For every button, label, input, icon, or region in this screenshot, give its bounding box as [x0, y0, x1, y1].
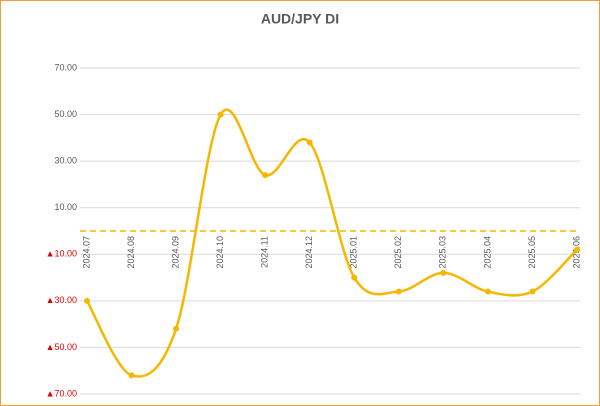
x-tick-label: 2024.08 — [126, 236, 136, 269]
x-tick-label: 2025.01 — [349, 236, 359, 269]
point — [395, 288, 402, 295]
x-tick-label: 2025.04 — [482, 236, 492, 269]
y-tick-label: 10.00 — [54, 202, 77, 212]
x-tick-label: 2024.07 — [81, 236, 91, 269]
point — [351, 274, 358, 281]
point — [484, 288, 491, 295]
point — [84, 297, 90, 304]
y-tick-label: 50.00 — [54, 109, 77, 119]
x-tick-label: 2025.02 — [393, 236, 403, 269]
y-tick-label: ▲70.00 — [46, 388, 77, 398]
x-tick-label: 2024.10 — [215, 236, 225, 269]
point — [262, 172, 269, 179]
x-tick-label: 2024.12 — [304, 236, 314, 269]
x-tick-label: 2025.05 — [527, 236, 537, 269]
point — [128, 372, 135, 379]
y-tick-label: ▲10.00 — [46, 249, 77, 259]
x-tick-label: 2025.03 — [438, 236, 448, 269]
series-line — [85, 108, 578, 378]
y-tick-label: 30.00 — [54, 156, 77, 166]
point — [306, 139, 313, 146]
y-tick-label: 70.00 — [54, 62, 77, 72]
y-tick-label: ▲30.00 — [46, 295, 77, 305]
point — [173, 325, 180, 332]
x-tick-label: 2024.09 — [170, 236, 180, 269]
point — [217, 111, 224, 118]
point — [440, 269, 447, 276]
point — [574, 246, 580, 253]
chart-title: AUD/JPY DI — [261, 11, 339, 27]
y-tick-label: ▲50.00 — [46, 342, 77, 352]
x-tick-label: 2024.11 — [260, 236, 270, 268]
point — [529, 288, 536, 295]
